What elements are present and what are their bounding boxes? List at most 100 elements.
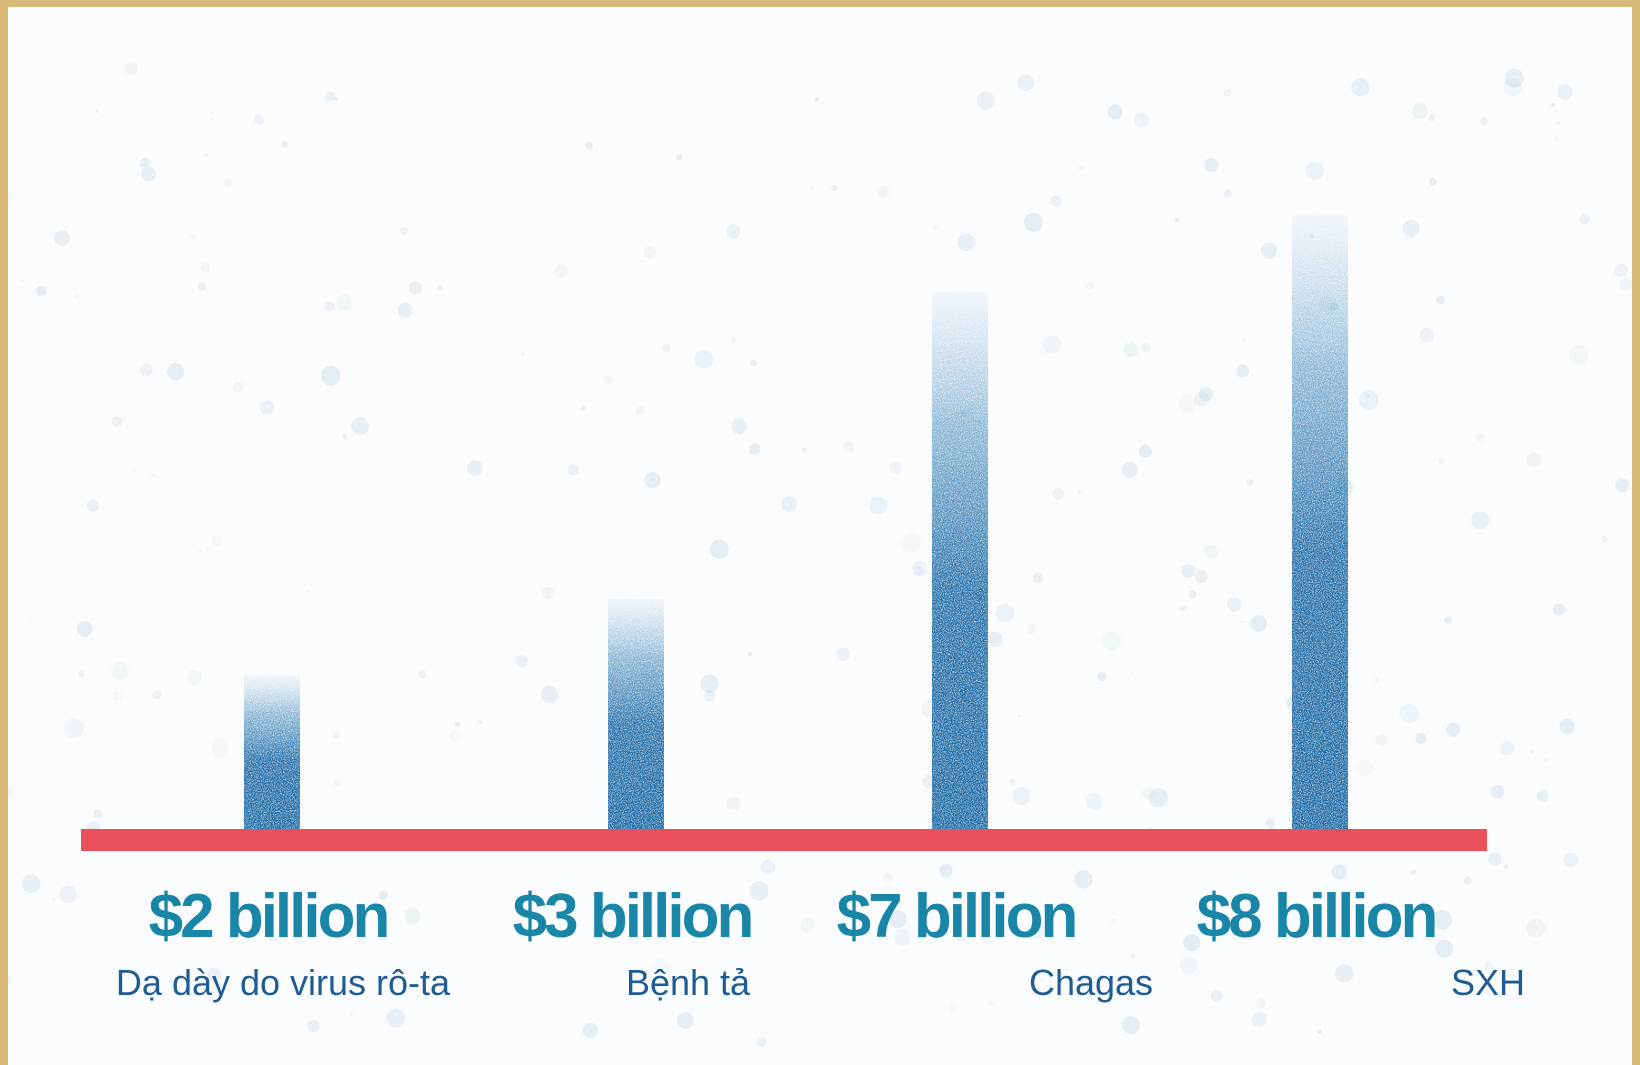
splatter-dot xyxy=(1142,786,1156,800)
splatter-dot xyxy=(948,1004,957,1013)
splatter-dot xyxy=(932,224,939,230)
splatter-dot xyxy=(1204,544,1219,559)
splatter-dot xyxy=(1500,741,1514,756)
splatter-dot xyxy=(1174,217,1179,223)
splatter-dot xyxy=(1335,964,1354,983)
splatter-dot xyxy=(86,499,99,512)
splatter-dot xyxy=(1475,433,1485,442)
splatter-dot xyxy=(223,178,233,188)
splatter-dot xyxy=(232,381,244,393)
splatter-dot xyxy=(567,464,579,476)
splatter-dot xyxy=(1223,189,1232,198)
splatter-dot xyxy=(1032,572,1044,584)
splatter-dot xyxy=(1415,732,1427,744)
value-label-3: $7 billion xyxy=(837,882,1076,951)
splatter-dot xyxy=(150,473,154,477)
splatter-dot xyxy=(554,264,569,278)
splatter-dot xyxy=(1556,121,1561,125)
splatter-dot xyxy=(843,441,855,453)
value-label-2: $3 billion xyxy=(513,882,752,951)
splatter-dot xyxy=(939,864,953,878)
splatter-dot xyxy=(1223,89,1232,97)
splatter-dot xyxy=(64,718,84,739)
splatter-dot xyxy=(663,687,667,691)
splatter-dot xyxy=(1240,620,1244,624)
splatter-dot xyxy=(186,669,202,686)
splatter-dot xyxy=(1265,818,1276,829)
splatter-dot xyxy=(677,1012,694,1029)
splatter-dot xyxy=(995,603,1015,623)
splatter-dot xyxy=(760,859,776,875)
splatter-dot xyxy=(342,434,347,439)
splatter-dot xyxy=(190,233,197,240)
splatter-dot xyxy=(731,418,748,435)
splatter-dot xyxy=(700,674,719,693)
splatter-dot xyxy=(1374,678,1379,682)
splatter-dot xyxy=(52,897,56,902)
splatter-dot xyxy=(378,890,388,900)
bar-1 xyxy=(244,675,300,829)
splatter-dot xyxy=(662,343,671,353)
splatter-dot xyxy=(635,406,645,416)
splatter-dot xyxy=(894,928,912,946)
splatter-dot xyxy=(1536,790,1549,803)
splatter-dot xyxy=(987,1000,994,1006)
splatter-dot xyxy=(521,352,526,356)
splatter-dot xyxy=(800,918,815,933)
splatter-dot xyxy=(756,1037,767,1048)
splatter-dot xyxy=(351,417,369,435)
splatter-dot xyxy=(709,539,730,559)
splatter-dot xyxy=(1190,934,1194,938)
splatter-dot xyxy=(694,349,714,369)
splatter-dot xyxy=(976,91,995,110)
splatter-dot xyxy=(1358,390,1379,410)
splatter-dot xyxy=(603,374,613,384)
splatter-dot xyxy=(1179,395,1197,413)
category-label-4: SXH xyxy=(1451,962,1525,1003)
splatter-dot xyxy=(1111,918,1117,924)
splatter-dot xyxy=(1250,615,1267,632)
splatter-dot xyxy=(1503,864,1509,869)
splatter-dot xyxy=(1296,933,1301,938)
splatter-dot xyxy=(1484,961,1494,971)
splatter-dot xyxy=(1614,263,1628,278)
splatter-dot xyxy=(1503,78,1522,97)
splatter-dot xyxy=(1412,103,1428,119)
splatter-dot xyxy=(1138,444,1152,458)
bar-chart: $2 billion $3 billion $7 billion $8 billion… xyxy=(8,62,1632,1048)
background-splatter xyxy=(8,62,1632,1048)
splatter-dot xyxy=(36,285,47,296)
bar-2 xyxy=(608,598,664,829)
splatter-dot xyxy=(8,787,14,797)
splatter-dot xyxy=(324,301,335,312)
splatter-dot xyxy=(1559,718,1575,735)
value-labels-group: $2 billion $3 billion $7 billion $8 billion xyxy=(149,882,1439,951)
bars-group xyxy=(244,215,1348,830)
splatter-dot xyxy=(748,651,753,657)
splatter-dot xyxy=(1471,511,1489,530)
splatter-dot xyxy=(1490,784,1505,799)
splatter-dot xyxy=(1018,714,1021,718)
splatter-dot xyxy=(1252,1012,1267,1027)
value-label-1: $2 billion xyxy=(149,882,388,951)
splatter-dot xyxy=(1351,78,1370,97)
splatter-dot xyxy=(640,259,644,262)
splatter-dot xyxy=(1097,671,1107,682)
splatter-dot xyxy=(704,690,716,702)
splatter-dot xyxy=(678,377,681,380)
splatter-dot xyxy=(1432,909,1453,930)
splatter-dot xyxy=(676,154,683,161)
splatter-dot xyxy=(211,535,223,547)
splatter-dot xyxy=(1236,364,1250,378)
splatter-dot xyxy=(1317,1029,1322,1034)
splatter-dot xyxy=(259,400,275,415)
splatter-dot xyxy=(281,140,289,148)
splatter-dot xyxy=(320,365,341,386)
splatter-dot xyxy=(1543,757,1550,763)
splatter-dot xyxy=(437,284,444,291)
splatter-dot xyxy=(349,1012,353,1016)
splatter-dot xyxy=(205,153,208,157)
splatter-dot xyxy=(74,293,80,300)
splatter-dot xyxy=(1435,939,1454,958)
splatter-dot xyxy=(1052,488,1065,500)
